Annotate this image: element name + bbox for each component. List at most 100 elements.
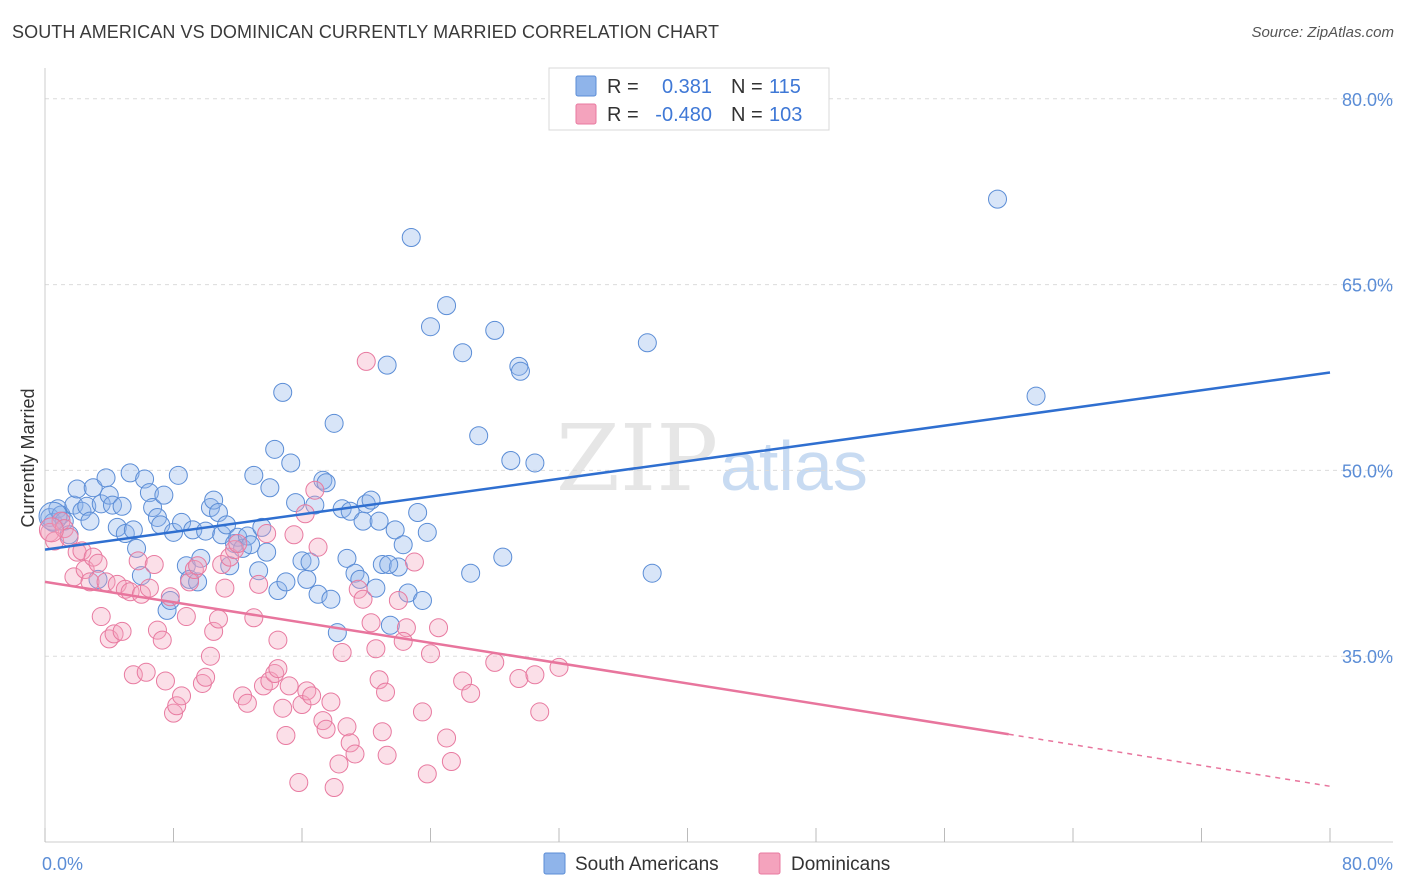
point-dominican-81 [372, 722, 392, 742]
point-south-52 [244, 465, 264, 485]
point-south-42 [204, 490, 224, 510]
point-south-96 [453, 343, 473, 363]
point-dominican-21 [128, 551, 148, 571]
point-south-20 [120, 463, 140, 483]
point-dominican-65 [308, 537, 328, 557]
point-dominican-28 [155, 671, 175, 691]
point-dominican-70 [329, 754, 349, 774]
point-dominican-86 [412, 702, 432, 722]
point-south-94 [421, 317, 440, 337]
point-dominican-91 [441, 751, 461, 771]
point-south-104 [525, 453, 545, 473]
trend-line-dominican-extension [1008, 733, 1331, 787]
legend-n-value-south: 115 [769, 76, 801, 98]
point-south-100 [493, 547, 513, 567]
point-dominican-73 [340, 733, 360, 753]
legend-n-label-south: N = [731, 76, 763, 98]
point-dominican-35 [184, 559, 204, 579]
point-south-16 [102, 495, 122, 515]
point-south-98 [469, 426, 489, 446]
point-south-64 [297, 569, 317, 589]
point-south-92 [412, 590, 432, 610]
point-dominican-67 [316, 719, 336, 739]
point-dominican-78 [361, 613, 381, 633]
point-dominican-54 [265, 664, 285, 684]
point-dominican-68 [321, 692, 341, 712]
point-south-33 [168, 465, 188, 485]
bottom-legend-swatch-south [543, 852, 566, 875]
point-south-77 [350, 569, 370, 589]
point-dominican-82 [377, 745, 397, 765]
point-dominican-80 [369, 670, 389, 690]
point-dominican-34 [180, 572, 200, 592]
point-dominican-90 [437, 728, 457, 748]
legend-swatch-dominican [575, 103, 597, 125]
point-south-63 [292, 551, 312, 571]
point-dominican-57 [276, 725, 296, 745]
point-dominican-88 [421, 644, 440, 664]
point-dominican-102 [393, 631, 413, 651]
point-dominican-77 [356, 351, 376, 371]
point-south-108 [1026, 386, 1046, 406]
point-dominican-63 [302, 686, 322, 706]
legend-r-value-dominican: -0.480 [655, 104, 712, 126]
point-dominican-11 [88, 553, 108, 573]
point-south-7 [67, 479, 87, 499]
point-dominican-75 [348, 579, 368, 599]
point-south-60 [276, 572, 296, 592]
point-south-2 [48, 499, 68, 519]
legend-n-value-dominican: 103 [769, 104, 802, 126]
point-dominican-56 [273, 698, 293, 718]
point-dominican-94 [485, 652, 505, 672]
point-dominican-23 [136, 662, 156, 682]
point-south-84 [377, 355, 397, 375]
point-dominican-38 [196, 667, 216, 687]
correlation-legend: R = 0.381 N = 115 R = -0.480 N = 103 [548, 67, 830, 131]
point-south-25 [139, 483, 159, 503]
point-south-109 [379, 555, 399, 575]
trend-lines [44, 371, 1331, 787]
watermark-zip: ZIP [556, 405, 718, 512]
point-south-70 [321, 589, 341, 609]
point-dominican-46 [228, 533, 248, 553]
point-dominican-45 [225, 540, 245, 560]
point-south-21 [123, 520, 143, 540]
point-dominican-large [38, 517, 64, 543]
axes [44, 68, 1393, 843]
point-dominican-51 [253, 676, 273, 696]
point-south-97 [461, 563, 481, 583]
point-south-40 [196, 521, 216, 541]
point-dominican-41 [208, 609, 228, 629]
point-south-71 [324, 413, 344, 433]
point-south-56 [260, 478, 280, 498]
legend-r-value-south: 0.381 [662, 76, 712, 98]
point-dominican-43 [215, 578, 235, 598]
point-dominican-72 [337, 717, 357, 737]
point-south-69 [316, 473, 336, 493]
chart-source: Source: ZipAtlas.com [1251, 24, 1394, 41]
point-south-61 [281, 453, 301, 473]
point-south-29 [154, 485, 174, 505]
point-dominican-36 [188, 556, 208, 576]
x-tick-label-1: 80.0% [1342, 854, 1393, 874]
point-dominican-33 [176, 607, 196, 627]
point-south-78 [353, 511, 373, 531]
y-tick-label-0: 35.0% [1342, 647, 1393, 667]
point-south-67 [308, 584, 328, 604]
point-dominican-95 [509, 668, 529, 688]
point-dominican-49 [244, 608, 264, 628]
point-south-105 [637, 333, 657, 353]
point-dominican-55 [268, 659, 288, 679]
point-south-91 [408, 503, 428, 523]
point-south-99 [485, 320, 505, 340]
point-dominican-89 [429, 618, 449, 638]
series-legend: South Americans Dominicans [543, 852, 890, 875]
trend-line-south [44, 371, 1331, 551]
point-dominican-85 [404, 552, 424, 572]
point-south-62 [286, 493, 306, 513]
point-south-101 [501, 450, 521, 470]
point-south-90 [401, 228, 421, 248]
point-dominican-39 [200, 646, 220, 666]
point-south-103 [510, 361, 530, 381]
legend-r-label-dominican: R = [607, 104, 639, 126]
